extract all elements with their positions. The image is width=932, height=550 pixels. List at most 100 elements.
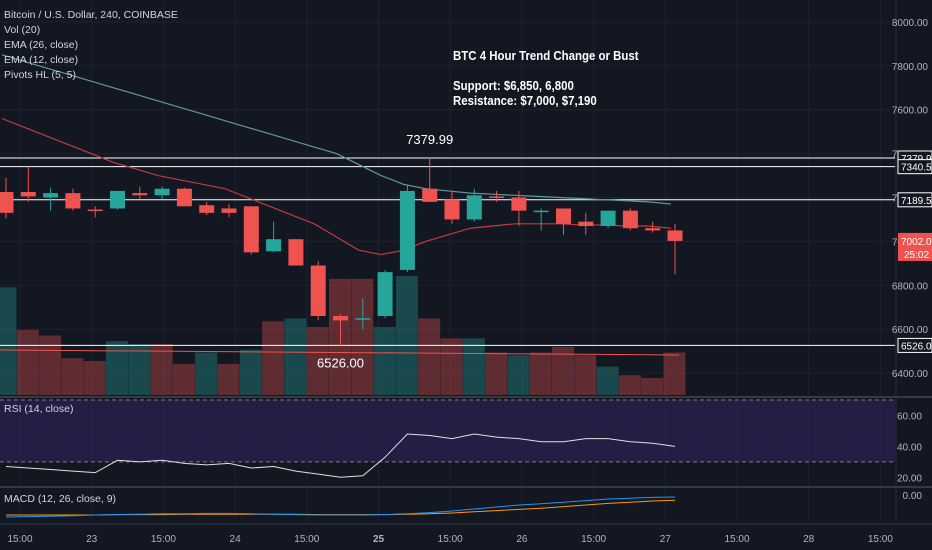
time-tick-label: 15:00: [7, 534, 32, 545]
price-line-tag-label: 7340.59: [901, 163, 932, 174]
candle-body: [132, 193, 148, 196]
rsi-band: [0, 400, 895, 462]
candle-body: [20, 192, 36, 197]
price-line-tag-label: 6526.00: [901, 341, 932, 352]
candle-body: [600, 210, 616, 227]
time-tick-label: 25: [373, 534, 385, 545]
volume-bar: [552, 346, 574, 395]
candle-body: [266, 239, 282, 252]
candle-body: [667, 230, 683, 241]
candle-body: [533, 210, 549, 213]
rsi-label[interactable]: RSI (14, close): [4, 403, 74, 415]
last-price-tag: [898, 232, 932, 261]
price-axis-bg: [896, 0, 932, 550]
volume-bar: [16, 329, 39, 395]
volume-bar: [217, 363, 240, 395]
volume-bar: [150, 344, 173, 395]
time-tick-label: 27: [660, 534, 672, 545]
macd-line: [5, 496, 676, 518]
candle-body: [422, 188, 438, 202]
price-line-tag: [897, 159, 932, 175]
price-tick-label: 7800.00: [892, 62, 929, 73]
price-tick-label: 6400.00: [892, 369, 929, 380]
legend-ema12[interactable]: EMA (12, close): [4, 54, 79, 66]
volume-bar: [39, 335, 62, 395]
price-tick-label: 6800.00: [892, 281, 929, 292]
volume-bar: [440, 338, 463, 395]
rsi-tick-label: 40.00: [897, 442, 922, 453]
candle-body: [466, 195, 482, 220]
annotation-resistance: Resistance: $7,000, $7,190: [453, 93, 597, 108]
rsi-line: [5, 433, 676, 478]
candle-body: [43, 193, 59, 198]
time-tick-label: 15:00: [294, 534, 319, 545]
candle-body: [0, 192, 14, 213]
time-tick-label: 15:00: [724, 534, 749, 545]
volume-bar: [462, 338, 485, 395]
candle-body: [511, 197, 527, 211]
price-tick-label: 6600.00: [892, 325, 929, 336]
price-tick-label: 8000.00: [892, 18, 929, 29]
candle-body: [288, 239, 304, 266]
ema12-line: [1, 117, 672, 256]
price-line-tag: [897, 192, 932, 208]
volume-bar: [0, 287, 17, 395]
volume-bar: [351, 278, 374, 395]
volume-bar: [574, 355, 597, 395]
volume-bar: [239, 349, 262, 395]
candle-body: [399, 190, 415, 270]
countdown-label: 25:02: [904, 250, 929, 261]
pivot-high-label: 7379.99: [406, 132, 453, 147]
volume-bar: [106, 341, 128, 395]
volume-bar: [284, 318, 307, 395]
volume-bar: [663, 352, 686, 395]
candle-body: [65, 193, 81, 209]
legend-ema26[interactable]: EMA (26, close): [4, 39, 79, 51]
candle-body: [310, 265, 326, 316]
legend-vol[interactable]: Vol (20): [4, 24, 41, 36]
volume-bar: [507, 355, 530, 395]
volume-bar: [262, 321, 285, 395]
time-tick-label: 26: [516, 534, 528, 545]
last-price-label: 7002.09: [901, 237, 932, 248]
volume-bar: [418, 318, 441, 395]
volume-bar: [485, 352, 508, 395]
annotation-support: Support: $6,850, 6,800: [453, 78, 574, 93]
legend-symbol[interactable]: Bitcoin / U.S. Dollar, 240, COINBASE: [4, 9, 178, 21]
candle-body: [110, 190, 125, 209]
time-tick-label: 24: [230, 534, 242, 545]
time-tick-label: 15:00: [151, 534, 176, 545]
volume-bar: [395, 276, 418, 395]
candle-body: [243, 206, 259, 253]
pivot-low-label: 6526.00: [317, 355, 364, 370]
candle-body: [355, 318, 371, 320]
rsi-tick-label: 20.00: [897, 473, 922, 484]
candle-body: [556, 208, 571, 224]
volume-bar: [373, 327, 396, 395]
volume-ma-line: [0, 349, 680, 356]
time-tick-label: 15:00: [868, 534, 893, 545]
volume-bar: [596, 366, 619, 395]
volume-bar: [618, 375, 641, 395]
volume-bar: [61, 358, 84, 395]
candle-body: [154, 188, 170, 196]
volume-bar: [172, 363, 195, 395]
time-tick-label: 28: [803, 534, 815, 545]
volume-bar: [128, 344, 151, 395]
candle-body: [221, 208, 237, 213]
candle-body: [578, 221, 594, 227]
candle-body: [444, 199, 460, 220]
candle-body: [645, 228, 661, 231]
annotation-title: BTC 4 Hour Trend Change or Bust: [453, 48, 639, 63]
volume-bar: [529, 352, 552, 395]
chart-legend: Bitcoin / U.S. Dollar, 240, COINBASE Vol…: [4, 8, 178, 83]
candle-body: [87, 209, 103, 212]
time-tick-label: 15:00: [438, 534, 463, 545]
macd-label[interactable]: MACD (12, 26, close, 9): [4, 493, 117, 505]
time-tick-label: 23: [86, 534, 98, 545]
candle-body: [622, 210, 638, 229]
legend-pivots[interactable]: Pivots HL (5, 5): [4, 69, 76, 81]
price-line-tag: [897, 337, 932, 353]
candle-body: [377, 272, 393, 316]
